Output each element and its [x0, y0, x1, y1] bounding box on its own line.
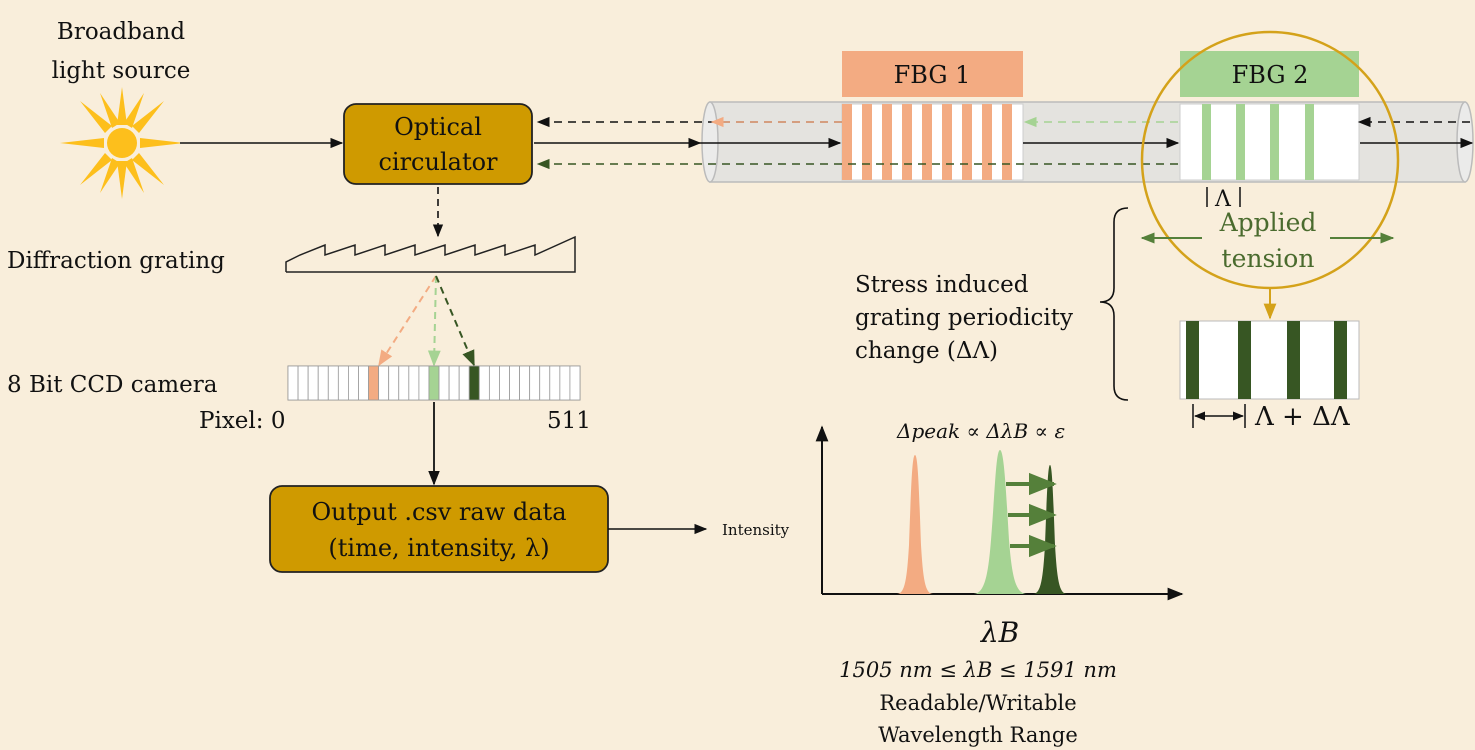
ccd-pixel	[348, 365, 359, 401]
fbg1-label-box	[842, 51, 1023, 97]
ccd-pixel	[428, 365, 440, 401]
ccd-pixel	[408, 365, 420, 401]
fbg2-label-box	[1180, 51, 1359, 97]
ccd-pixel	[297, 365, 309, 401]
ccd-pixel	[448, 365, 460, 401]
output-label-line1: Output .csv raw data	[311, 498, 566, 526]
fbg2-grating	[1179, 103, 1360, 181]
ccd-pixel	[307, 365, 319, 401]
ccd-pixel	[529, 365, 541, 401]
period-label: Λ	[1214, 187, 1232, 212]
stress-label-line2: grating periodicity	[855, 305, 1073, 331]
ccd-pixel	[478, 365, 490, 401]
ccd-pixel	[418, 365, 430, 401]
pixel-start-label: Pixel: 0	[199, 408, 285, 434]
peak-relation-label: Δpeak ∝ ΔλB ∝ ε	[896, 419, 1065, 443]
ccd-pixel	[458, 365, 470, 401]
circulator-label-line1: Optical	[394, 113, 482, 141]
wavelength-range: 1505 nm ≤ λB ≤ 1591 nm	[839, 658, 1117, 682]
diffracted-beam-fbg2-light	[427, 275, 441, 367]
tension-label-line2: tension	[1222, 244, 1315, 273]
sun-icon	[60, 87, 184, 199]
ccd-pixel	[398, 365, 410, 401]
optical-circulator-box	[343, 103, 533, 185]
fbg1-label: FBG 1	[894, 61, 971, 89]
stress-bracket	[1099, 207, 1129, 401]
ccd-pixel	[468, 365, 480, 401]
tension-label-line1: Applied	[1219, 208, 1317, 237]
ccd-pixel	[499, 365, 510, 401]
ccd-pixel	[327, 365, 339, 401]
ccd-pixel	[519, 365, 531, 401]
ccd-pixel	[358, 365, 369, 401]
strained-period-label: Λ + ΔΛ	[1254, 402, 1351, 432]
ccd-pixel	[378, 365, 390, 401]
strained-grating	[1179, 320, 1360, 400]
range-note-line1: Readable/Writable	[879, 691, 1076, 715]
wavelength-axis-label: λB	[980, 616, 1019, 649]
camera-label: 8 Bit CCD camera	[7, 372, 218, 398]
pixel-end-label: 511	[547, 408, 591, 434]
range-note-line2: Wavelength Range	[878, 723, 1078, 747]
ccd-pixel	[438, 365, 450, 401]
peak-fbg2-strained	[1033, 465, 1067, 594]
ccd-pixel	[368, 365, 380, 401]
ccd-pixel	[559, 365, 571, 401]
ccd-pixel	[337, 365, 349, 401]
ccd-pixel	[549, 365, 561, 401]
diffraction-grating-shape	[285, 235, 576, 273]
ccd-pixel	[509, 365, 520, 401]
diffracted-beam-fbg1	[378, 275, 437, 367]
ccd-pixel	[317, 365, 329, 401]
source-label-line2: light source	[52, 58, 191, 84]
fbg1-grating	[841, 103, 1024, 181]
peak-fbg1	[897, 455, 933, 594]
source-label-line1: Broadband	[57, 19, 185, 45]
fbg2-label: FBG 2	[1232, 61, 1309, 89]
ccd-pixel	[539, 365, 551, 401]
ccd-pixel	[488, 365, 500, 401]
ccd-pixel	[287, 365, 299, 401]
grating-label: Diffraction grating	[7, 248, 225, 274]
ccd-pixel-array	[287, 365, 581, 401]
stress-label-line1: Stress induced	[855, 272, 1029, 298]
peak-fbg2-unstrained	[973, 450, 1027, 594]
output-label-line2: (time, intensity, λ)	[328, 534, 549, 562]
diffracted-beam-fbg2-dark	[435, 275, 475, 367]
ccd-pixel	[388, 365, 400, 401]
ccd-pixel	[569, 365, 581, 401]
circulator-label-line2: circulator	[378, 148, 498, 176]
intensity-axis-label: Intensity	[722, 521, 790, 539]
stress-label-line3: change (ΔΛ)	[855, 338, 998, 364]
